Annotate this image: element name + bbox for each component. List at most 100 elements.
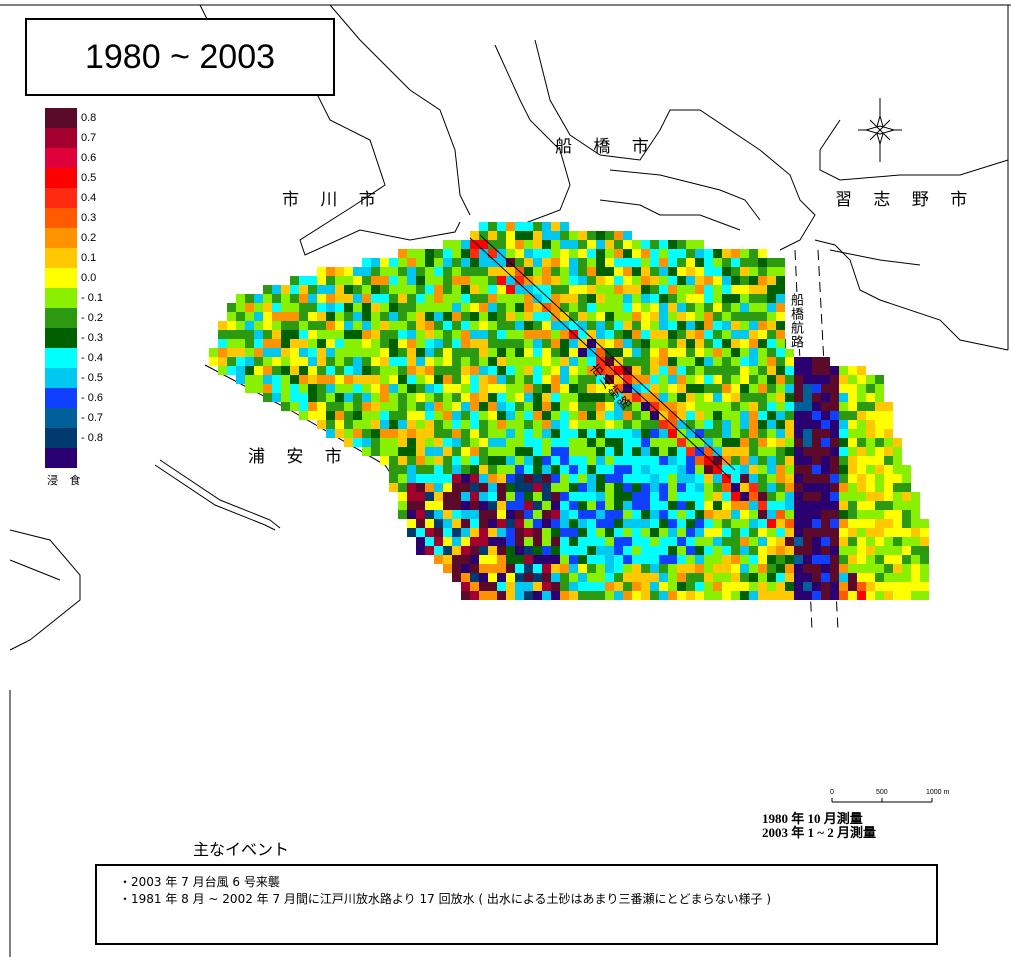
grid-cell	[857, 438, 866, 447]
grid-cell	[623, 303, 632, 312]
grid-cell	[695, 564, 704, 573]
grid-cell	[794, 420, 803, 429]
grid-cell	[353, 339, 362, 348]
grid-cell	[398, 393, 407, 402]
grid-cell	[794, 510, 803, 519]
grid-cell	[884, 411, 893, 420]
grid-cell	[587, 366, 596, 375]
grid-cell	[389, 285, 398, 294]
city-label-narashino: 習 志 野 市	[835, 190, 976, 210]
grid-cell	[776, 366, 785, 375]
grid-cell	[479, 321, 488, 330]
grid-cell	[866, 564, 875, 573]
grid-cell	[884, 510, 893, 519]
grid-cell	[803, 366, 812, 375]
grid-cell	[371, 366, 380, 375]
grid-cell	[749, 312, 758, 321]
grid-cell	[677, 330, 686, 339]
legend-row: - 0.6	[45, 388, 103, 408]
grid-cell	[398, 321, 407, 330]
grid-cell	[470, 474, 479, 483]
grid-cell	[308, 348, 317, 357]
grid-cell	[668, 564, 677, 573]
grid-cell	[830, 546, 839, 555]
grid-cell	[605, 294, 614, 303]
grid-cell	[767, 402, 776, 411]
grid-cell	[884, 573, 893, 582]
grid-cell	[416, 492, 425, 501]
grid-cell	[533, 537, 542, 546]
grid-cell	[902, 555, 911, 564]
grid-cell	[848, 528, 857, 537]
grid-cell	[677, 258, 686, 267]
grid-cell	[623, 402, 632, 411]
grid-cell	[263, 303, 272, 312]
grid-cell	[587, 501, 596, 510]
grid-cell	[731, 411, 740, 420]
grid-cell	[659, 330, 668, 339]
grid-cell	[650, 546, 659, 555]
grid-cell	[740, 330, 749, 339]
grid-cell	[569, 375, 578, 384]
grid-cell	[506, 501, 515, 510]
grid-cell	[749, 321, 758, 330]
grid-cell	[650, 240, 659, 249]
grid-cell	[749, 447, 758, 456]
grid-cell	[776, 591, 785, 600]
grid-cell	[668, 393, 677, 402]
grid-cell	[785, 591, 794, 600]
grid-cell	[731, 456, 740, 465]
grid-cell	[479, 447, 488, 456]
grid-cell	[605, 555, 614, 564]
grid-cell	[686, 276, 695, 285]
grid-cell	[839, 375, 848, 384]
grid-cell	[479, 240, 488, 249]
grid-cell	[677, 285, 686, 294]
grid-cell	[389, 420, 398, 429]
grid-cell	[659, 357, 668, 366]
grid-cell	[659, 456, 668, 465]
grid-cell	[362, 348, 371, 357]
grid-cell	[803, 474, 812, 483]
grid-cell	[344, 348, 353, 357]
grid-cell	[857, 393, 866, 402]
grid-cell	[704, 339, 713, 348]
grid-cell	[533, 267, 542, 276]
grid-cell	[614, 339, 623, 348]
grid-cell	[857, 456, 866, 465]
grid-cell	[524, 456, 533, 465]
grid-cell	[758, 303, 767, 312]
grid-cell	[911, 537, 920, 546]
grid-cell	[650, 330, 659, 339]
grid-cell	[551, 303, 560, 312]
grid-cell	[785, 555, 794, 564]
grid-cell	[506, 330, 515, 339]
grid-cell	[524, 384, 533, 393]
grid-cell	[686, 429, 695, 438]
grid-cell	[695, 312, 704, 321]
grid-cell	[749, 411, 758, 420]
grid-cell	[272, 384, 281, 393]
grid-cell	[488, 438, 497, 447]
grid-cell	[299, 321, 308, 330]
grid-cell	[641, 366, 650, 375]
grid-cell	[389, 294, 398, 303]
grid-cell	[614, 510, 623, 519]
grid-cell	[479, 285, 488, 294]
grid-cell	[794, 375, 803, 384]
grid-cell	[803, 357, 812, 366]
grid-cell	[614, 483, 623, 492]
grid-cell	[434, 447, 443, 456]
grid-cell	[506, 438, 515, 447]
grid-cell	[443, 321, 452, 330]
grid-cell	[569, 438, 578, 447]
grid-cell	[839, 366, 848, 375]
grid-cell	[632, 384, 641, 393]
grid-cell	[461, 321, 470, 330]
grid-cell	[452, 546, 461, 555]
grid-cell	[434, 501, 443, 510]
grid-cell	[209, 357, 218, 366]
grid-cell	[794, 447, 803, 456]
legend-swatch	[45, 248, 77, 268]
grid-cell	[668, 456, 677, 465]
